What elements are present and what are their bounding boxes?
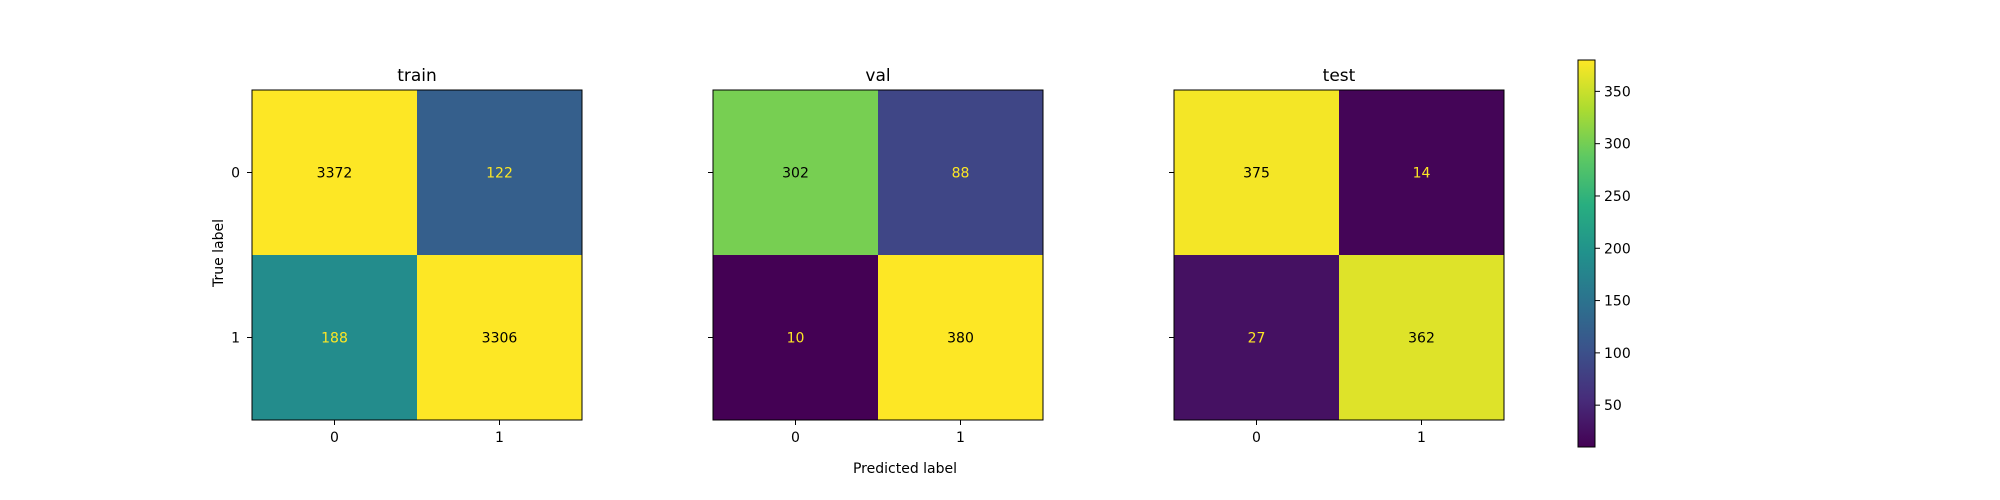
matrix-cell xyxy=(1174,90,1339,255)
panel-frame xyxy=(251,89,583,421)
panel-title: val xyxy=(865,66,890,86)
matrix-cell xyxy=(417,255,582,420)
matrix-cell xyxy=(1339,90,1504,255)
matrix-cell xyxy=(878,90,1043,255)
matrix-cell xyxy=(252,255,417,420)
x-tick-label: 1 xyxy=(956,430,965,446)
panel-frame xyxy=(712,89,1044,421)
cell-value-label: 3306 xyxy=(482,331,518,347)
x-tick-label: 1 xyxy=(495,430,504,446)
matrix-cell xyxy=(417,90,582,255)
matrix-cell xyxy=(878,255,1043,420)
x-tick-label: 0 xyxy=(330,430,339,446)
x-axis-label: Predicted label xyxy=(853,461,957,477)
cell-value-label: 375 xyxy=(1243,166,1270,182)
cell-value-label: 302 xyxy=(782,166,809,182)
colorbar-tick-label: 350 xyxy=(1604,84,1631,100)
colorbar-tick-label: 150 xyxy=(1604,294,1631,310)
x-tick-label: 0 xyxy=(791,430,800,446)
panel-val: val 302 88 10 380 0 1 xyxy=(708,66,1044,446)
cell-value-label: 27 xyxy=(1248,331,1266,347)
matrix-cell xyxy=(713,90,878,255)
colorbar-tick-label: 250 xyxy=(1604,189,1631,205)
y-tick-label: 1 xyxy=(231,331,240,347)
cell-value-label: 188 xyxy=(321,331,348,347)
panel-test: test 375 14 27 362 0 1 xyxy=(1169,66,1505,446)
cell-value-label: 122 xyxy=(486,166,513,182)
panel-frame xyxy=(1173,89,1505,421)
cell-value-label: 10 xyxy=(787,331,805,347)
matrix-cell xyxy=(1339,255,1504,420)
colorbar-tick-label: 50 xyxy=(1604,398,1622,414)
y-tick-label: 0 xyxy=(231,166,240,182)
matrix-cell xyxy=(713,255,878,420)
colorbar-tick-label: 300 xyxy=(1604,137,1631,153)
panel-title: test xyxy=(1323,66,1356,86)
matrix-cell xyxy=(252,90,417,255)
colorbar: 50 100 150 200 250 300 350 xyxy=(1577,59,1631,448)
cell-value-label: 88 xyxy=(952,166,970,182)
cell-value-label: 380 xyxy=(947,331,974,347)
cell-value-label: 3372 xyxy=(317,166,353,182)
x-tick-label: 0 xyxy=(1252,430,1261,446)
matrix-cell xyxy=(1174,255,1339,420)
panel-train: train 3372 122 188 3306 0 1 0 1 xyxy=(231,66,583,446)
x-tick-label: 1 xyxy=(1417,430,1426,446)
colorbar-ticks: 50 100 150 200 250 300 350 xyxy=(1595,84,1631,414)
y-axis-label: True label xyxy=(211,219,227,288)
colorbar-tick-label: 200 xyxy=(1604,241,1631,257)
cell-value-label: 362 xyxy=(1408,331,1435,347)
colorbar-gradient xyxy=(1577,59,1596,448)
colorbar-tick-label: 100 xyxy=(1604,346,1631,362)
panel-title: train xyxy=(397,66,437,86)
cell-value-label: 14 xyxy=(1413,166,1431,182)
